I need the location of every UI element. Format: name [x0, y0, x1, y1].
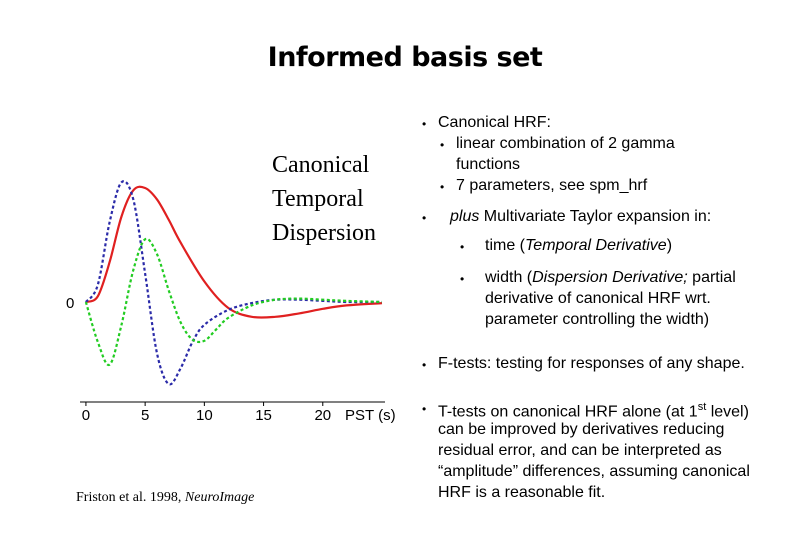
temporal-derivative-emphasis: Temporal Derivative	[525, 237, 667, 254]
taylor-text: Multivariate Taylor expansion in:	[479, 208, 712, 225]
time-suffix: )	[666, 237, 673, 254]
slide-title: Informed basis set	[267, 42, 543, 73]
bullet-temporal-derivative: time (Temporal Derivative)	[485, 235, 672, 256]
series-canonical-line	[85, 185, 383, 319]
y-zero-label: 0	[66, 295, 74, 312]
bullet-dot: •	[422, 402, 427, 416]
t-tests-suffix: level)	[706, 403, 749, 421]
bullet-parameters: 7 parameters, see spm_hrf	[456, 177, 648, 194]
legend-canonical: Canonical	[272, 152, 370, 178]
bullet-dot: •	[460, 272, 465, 286]
citation: Friston et al. 1998, NeuroImage	[76, 490, 254, 506]
citation-authors: Friston et al. 1998,	[76, 490, 185, 505]
series-dispersion-line	[84, 237, 383, 367]
time-prefix: time (	[485, 237, 525, 254]
bullet-dispersion-line3: parameter controlling the width)	[485, 311, 710, 328]
x-tick-label: 15	[255, 407, 272, 424]
bullet-dot: •	[440, 138, 445, 152]
x-tick-label: 5	[141, 407, 149, 424]
citation-journal: NeuroImage	[184, 490, 255, 505]
t-tests-prefix: T-tests on canonical HRF alone (at 1	[438, 403, 698, 421]
series-temporal-line	[85, 180, 383, 386]
bullet-dispersion-derivative: width (Dispersion Derivative; partial	[485, 267, 736, 288]
bullet-f-tests: F-tests: testing for responses of any sh…	[438, 355, 745, 372]
first-level-superscript: st	[697, 401, 707, 413]
dispersion-derivative-emphasis: Dispersion Derivative;	[532, 269, 688, 286]
bullet-dot: •	[460, 240, 465, 254]
bullet-dot: •	[422, 211, 427, 225]
x-tick-label: 0	[82, 407, 90, 424]
bullet-dot: •	[422, 358, 427, 372]
hrf-basis-chart: 0 5 10 15 20 0 PST (s)	[66, 180, 396, 424]
bullet-gamma-line1: linear combination of 2 gamma	[456, 135, 675, 152]
bullet-t-tests-line2: can be improved by derivatives reducing	[438, 421, 725, 438]
legend-temporal: Temporal	[272, 186, 364, 212]
bullet-t-tests-line3: residual error, and can be interpreted a…	[438, 442, 722, 459]
bullet-dot: •	[440, 180, 445, 194]
x-tick-label: 10	[196, 407, 213, 424]
bullet-canonical-hrf: Canonical HRF:	[438, 114, 551, 131]
bullet-t-tests-line5: HRF is a reasonable fit.	[438, 484, 606, 501]
width-suffix: partial	[687, 269, 736, 286]
x-axis-label: PST (s)	[345, 407, 396, 424]
plus-emphasis: plus	[450, 208, 480, 225]
bullet-t-tests-line4: “amplitude” differences, assuming canoni…	[438, 463, 750, 480]
bullet-gamma-line2: functions	[456, 156, 521, 173]
bullet-taylor-expansion: plus Multivariate Taylor expansion in:	[450, 206, 711, 227]
legend-dispersion: Dispersion	[272, 220, 376, 246]
bullet-dispersion-line2: derivative of canonical HRF wrt.	[485, 290, 711, 307]
bullet-t-tests-line1: T-tests on canonical HRF alone (at 1st l…	[438, 397, 749, 422]
bullet-dot: •	[422, 117, 427, 131]
x-tick-label: 20	[314, 407, 331, 424]
width-prefix: width (	[485, 269, 533, 286]
